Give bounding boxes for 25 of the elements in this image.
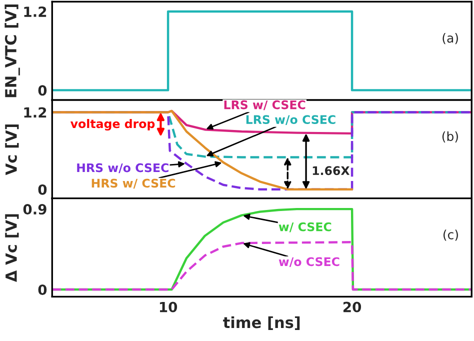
y-axis-title: Vc [V]: [5, 124, 19, 176]
line-series: [52, 241, 472, 291]
series-label: HRS w/o CSEC: [77, 163, 168, 174]
series-label: LRS w/o CSEC: [246, 115, 336, 125]
text: HRS w/ CSEC: [92, 178, 176, 189]
series-label: w/o CSEC: [278, 257, 340, 268]
x-tick-label: 10: [160, 302, 178, 312]
annotation: (c): [443, 230, 458, 241]
y-tick-label: 1.2: [24, 107, 46, 118]
y-axis-title: Δ Vc [V]: [5, 214, 19, 282]
line-series: [52, 110, 354, 190]
annotation: (a): [442, 33, 458, 44]
series-label: w/ CSEC: [278, 222, 332, 232]
y-tick-label: 0: [38, 284, 47, 295]
y-tick-label: 0: [38, 85, 47, 96]
annotation: 1.66X: [312, 166, 350, 176]
annotation: (b): [442, 131, 458, 142]
y-tick-label: 0.9: [23, 204, 46, 215]
x-axis-title: time [ns]: [223, 316, 300, 330]
y-axis-title: EN_VTC [V]: [4, 4, 20, 98]
y-tick-label: 0: [38, 184, 47, 195]
series-label: LRS w/ CSEC: [224, 100, 306, 110]
x-tick-label: 20: [343, 302, 362, 312]
annotation: voltage drop: [70, 119, 155, 131]
y-tick-label: 1.2: [24, 6, 46, 17]
